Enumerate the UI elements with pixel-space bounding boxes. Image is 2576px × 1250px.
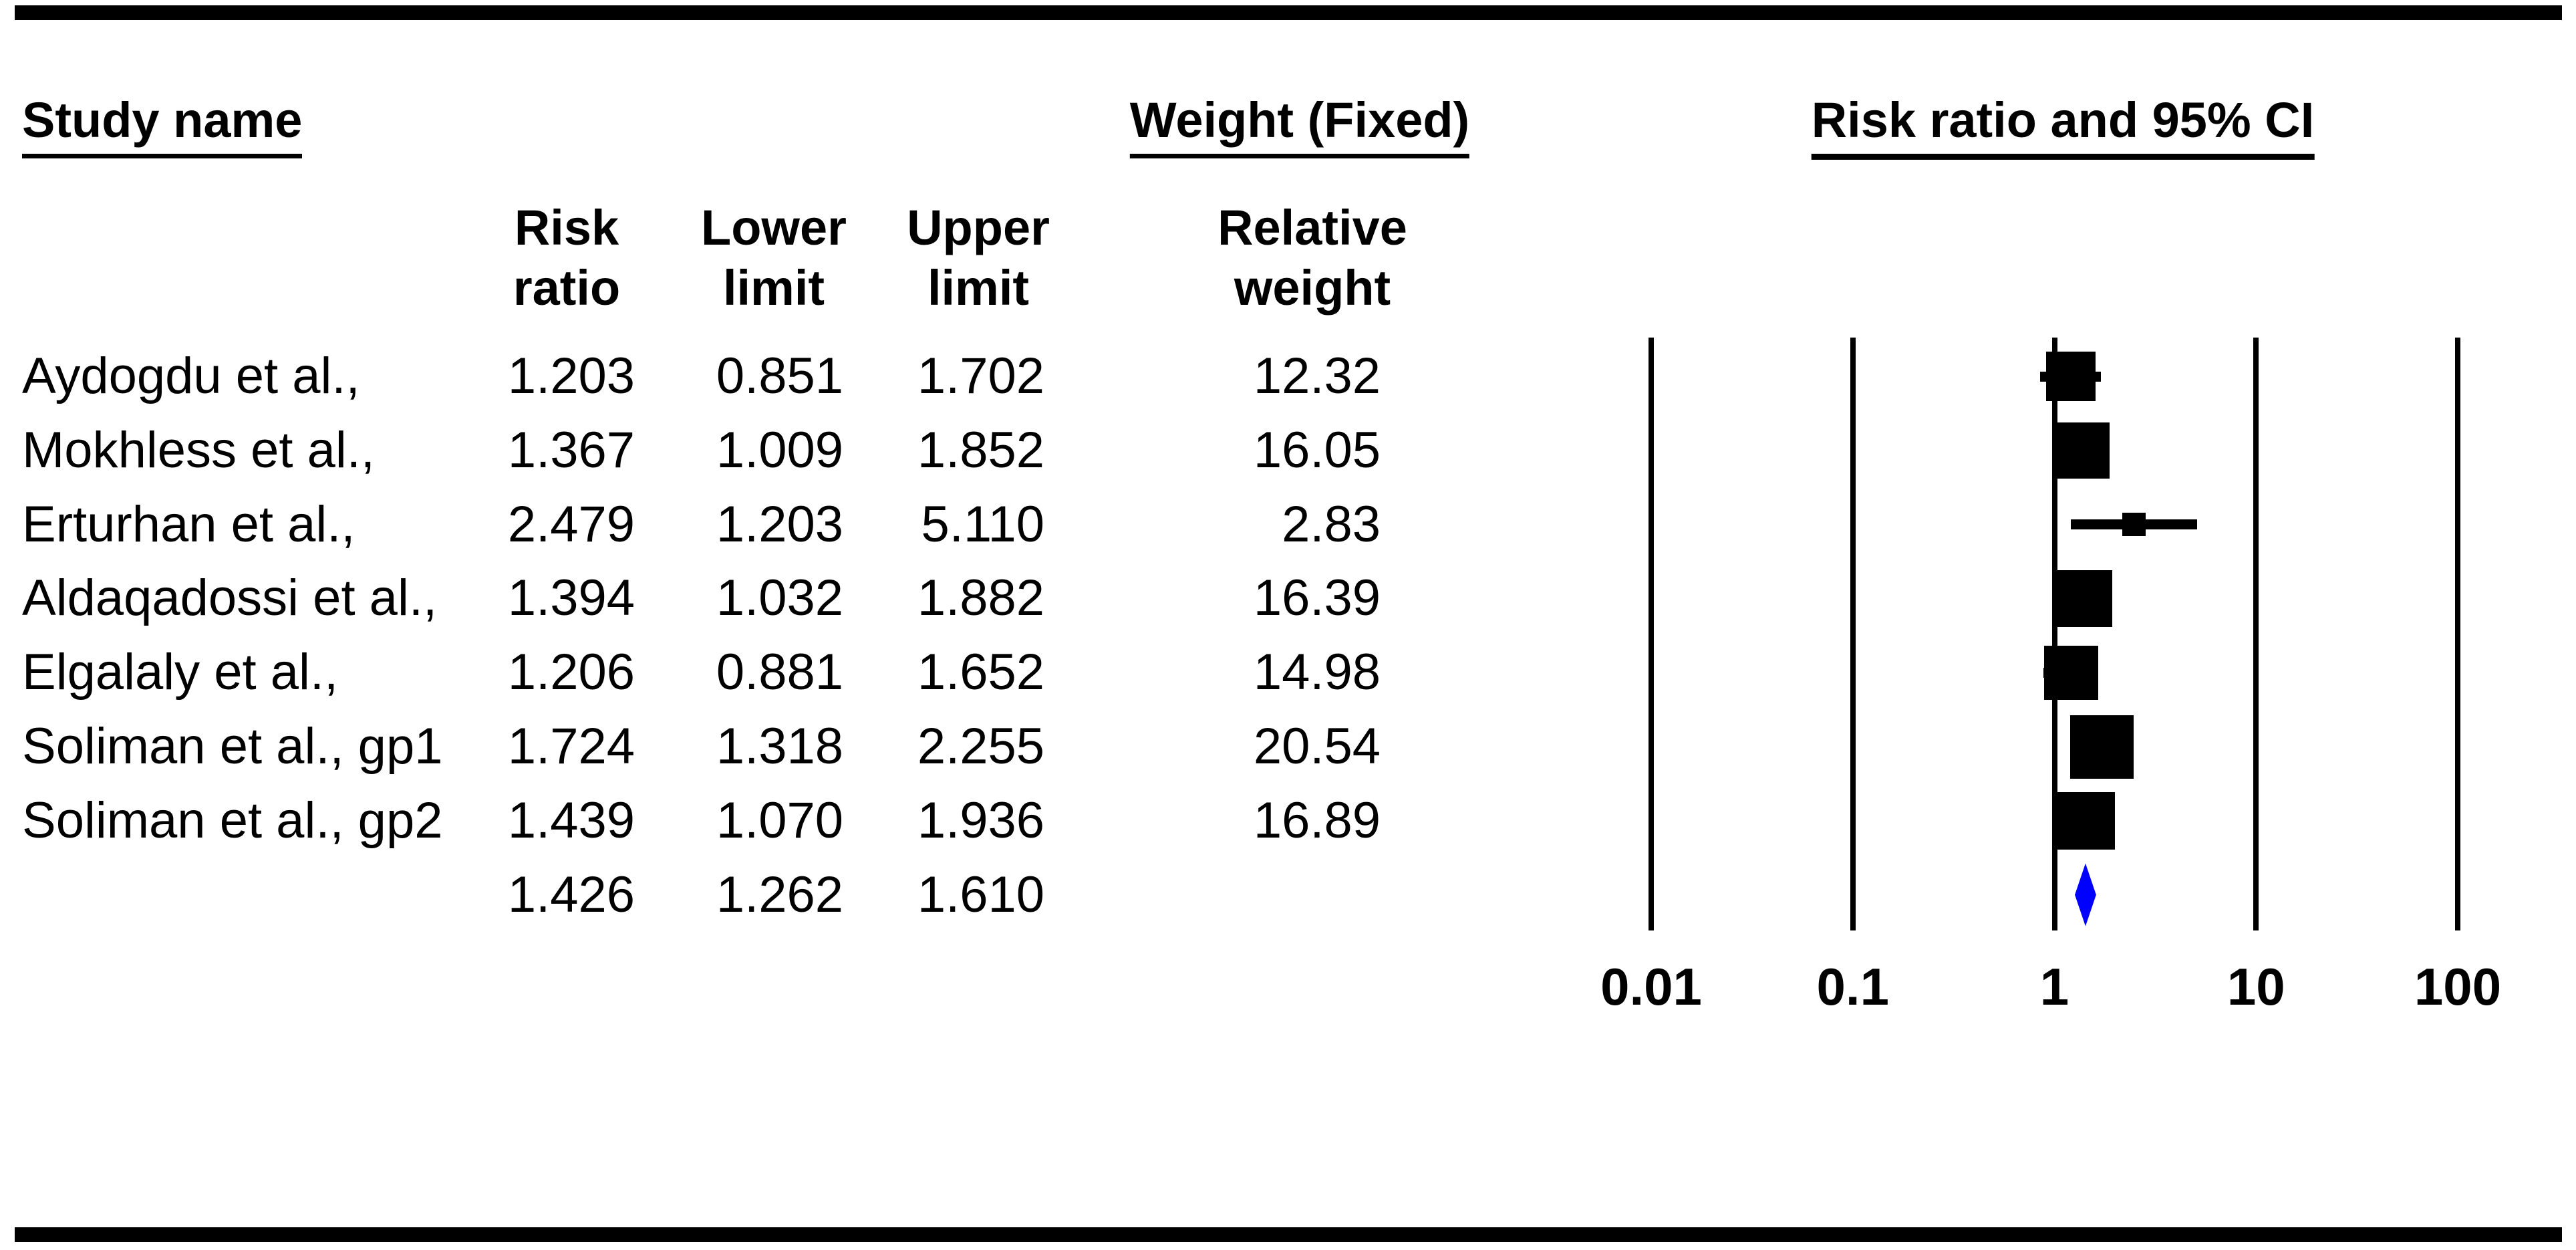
axis-tick-label: 0.1	[1816, 957, 1889, 1016]
risk-ratio-cell: 1.439	[507, 791, 635, 849]
effect-square	[2043, 645, 2098, 700]
lower-limit-cell: 1.318	[716, 718, 843, 775]
relative-weight-cell: 20.54	[1253, 718, 1381, 775]
summary-upper-limit-cell: 1.610	[917, 866, 1044, 923]
effect-square	[2122, 513, 2146, 537]
risk-ratio-cell: 1.724	[507, 718, 635, 775]
risk-ratio-cell: 1.394	[507, 570, 635, 627]
study-name-cell: Elgalaly et al.,	[22, 644, 339, 701]
summary-diamond	[2074, 863, 2096, 926]
bottom-border-line	[15, 1227, 2562, 1242]
upper-limit-cell: 1.652	[917, 644, 1044, 701]
subheader-lower-limit: Lower limit	[701, 200, 847, 316]
axis-line	[2051, 338, 2057, 930]
subheader-risk-ratio: Risk ratio	[513, 200, 621, 316]
summary-risk-ratio-cell: 1.426	[507, 866, 635, 923]
upper-limit-cell: 1.882	[917, 570, 1044, 627]
effect-square	[2055, 570, 2112, 627]
subheader-upper-limit: Upper limit	[907, 200, 1050, 316]
upper-limit-cell: 1.936	[917, 791, 1044, 849]
risk-ratio-cell: 1.367	[507, 421, 635, 479]
lower-limit-cell: 1.032	[716, 570, 843, 627]
axis-line	[1850, 338, 1856, 930]
relative-weight-cell: 14.98	[1253, 644, 1381, 701]
subheader-relative-weight: Relative weight	[1218, 200, 1407, 316]
study-name-cell: Erturhan et al.,	[22, 495, 355, 553]
column-header-study-name: Study name	[22, 94, 303, 158]
column-header-weight-fixed: Weight (Fixed)	[1129, 94, 1470, 158]
upper-limit-cell: 2.255	[917, 718, 1044, 775]
axis-line	[2455, 338, 2460, 930]
effect-square	[2053, 422, 2110, 479]
risk-ratio-cell: 1.203	[507, 348, 635, 404]
axis-tick-label: 10	[2227, 957, 2285, 1016]
summary-lower-limit-cell: 1.262	[716, 866, 843, 923]
study-name-cell: Mokhless et al.,	[22, 421, 375, 479]
top-border-line	[15, 5, 2562, 20]
risk-ratio-cell: 1.206	[507, 644, 635, 701]
effect-square	[2070, 715, 2134, 779]
study-name-cell: Aydogdu et al.,	[22, 348, 360, 404]
lower-limit-cell: 0.851	[716, 348, 843, 404]
axis-line	[2253, 338, 2259, 930]
relative-weight-cell: 16.89	[1253, 791, 1381, 849]
study-name-cell: Aldaqadossi et al.,	[22, 570, 438, 627]
lower-limit-cell: 1.070	[716, 791, 843, 849]
risk-ratio-cell: 2.479	[507, 495, 635, 553]
upper-limit-cell: 1.702	[917, 348, 1044, 404]
study-name-cell: Soliman et al., gp2	[22, 791, 443, 849]
axis-tick-label: 1	[2039, 957, 2069, 1016]
axis-tick-label: 0.01	[1600, 957, 1702, 1016]
relative-weight-cell: 12.32	[1253, 348, 1381, 404]
relative-weight-cell: 2.83	[1282, 495, 1381, 553]
axis-tick-label: 100	[2414, 957, 2502, 1016]
lower-limit-cell: 1.203	[716, 495, 843, 553]
axis-line	[1649, 338, 1654, 930]
relative-weight-cell: 16.39	[1253, 570, 1381, 627]
lower-limit-cell: 0.881	[716, 644, 843, 701]
upper-limit-cell: 1.852	[917, 421, 1044, 479]
lower-limit-cell: 1.009	[716, 421, 843, 479]
effect-square	[2057, 791, 2116, 850]
relative-weight-cell: 16.05	[1253, 421, 1381, 479]
upper-limit-cell: 5.110	[921, 495, 1044, 553]
column-header-risk-ratio-ci: Risk ratio and 95% CI	[1811, 94, 2315, 160]
study-name-cell: Soliman et al., gp1	[22, 718, 443, 775]
effect-square	[2045, 352, 2096, 401]
